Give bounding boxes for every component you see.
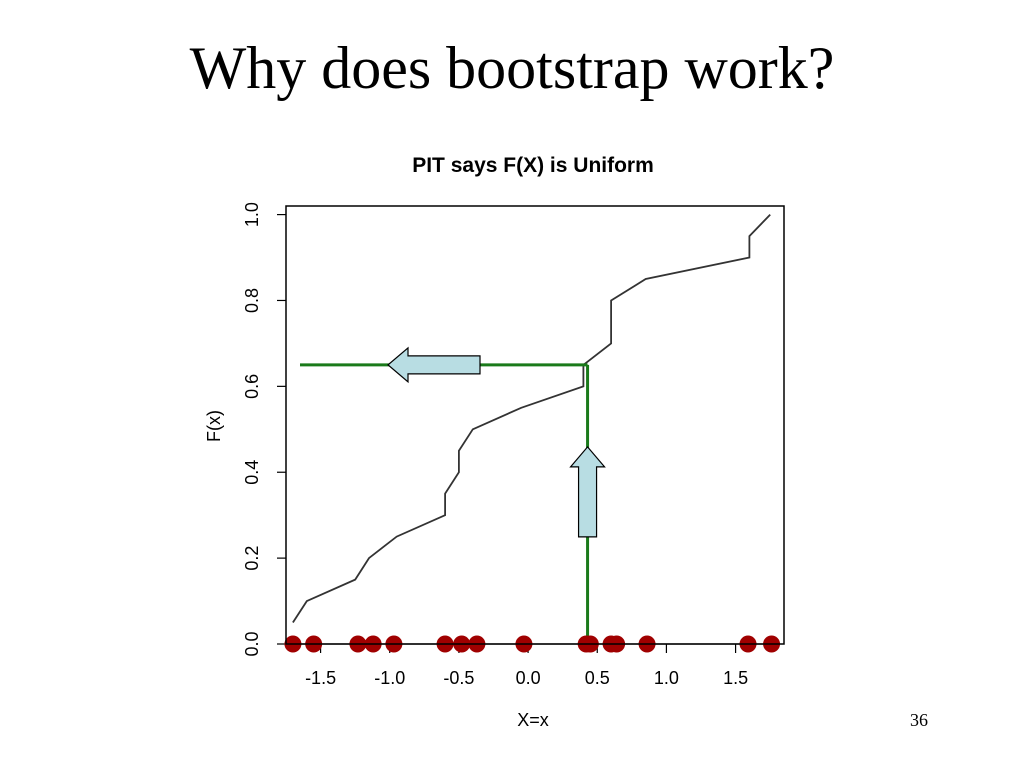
ecdf-line — [292, 213, 771, 623]
y-tick-label: 0.8 — [242, 288, 262, 313]
x-tick-label: 1.5 — [723, 668, 748, 688]
slide-title: Why does bootstrap work? — [189, 35, 835, 101]
y-axis-label: F(x) — [204, 410, 224, 442]
plot-frame — [285, 205, 785, 645]
x-tick-label: -0.5 — [443, 668, 474, 688]
up-arrow-icon — [569, 445, 606, 538]
arrows-layer — [387, 346, 606, 538]
x-axis-label: X=x — [517, 710, 549, 730]
x-tick-label: -1.5 — [305, 668, 336, 688]
y-tick-label: 0.4 — [242, 460, 262, 485]
page-number: 36 — [910, 710, 928, 730]
chart-title: PIT says F(X) is Uniform — [412, 154, 654, 177]
axis-ticks: -1.5 -1.0 -0.5 0.0 0.5 1.0 1.5 0.0 0.2 0.4 0.6 0.8 1… — [242, 202, 748, 688]
y-tick-label: 0.2 — [242, 546, 262, 571]
x-tick-label: 0.0 — [516, 668, 541, 688]
x-tick-label: -1.0 — [374, 668, 405, 688]
y-tick-label: 1.0 — [242, 202, 262, 227]
x-tick-label: 0.5 — [585, 668, 610, 688]
y-tick-label: 0.0 — [242, 631, 262, 656]
left-arrow-icon — [387, 346, 481, 384]
guide-lines-layer — [292, 363, 772, 645]
y-tick-label: 0.6 — [242, 374, 262, 399]
x-tick-label: 1.0 — [654, 668, 679, 688]
ecdf-curve-layer — [292, 213, 771, 623]
